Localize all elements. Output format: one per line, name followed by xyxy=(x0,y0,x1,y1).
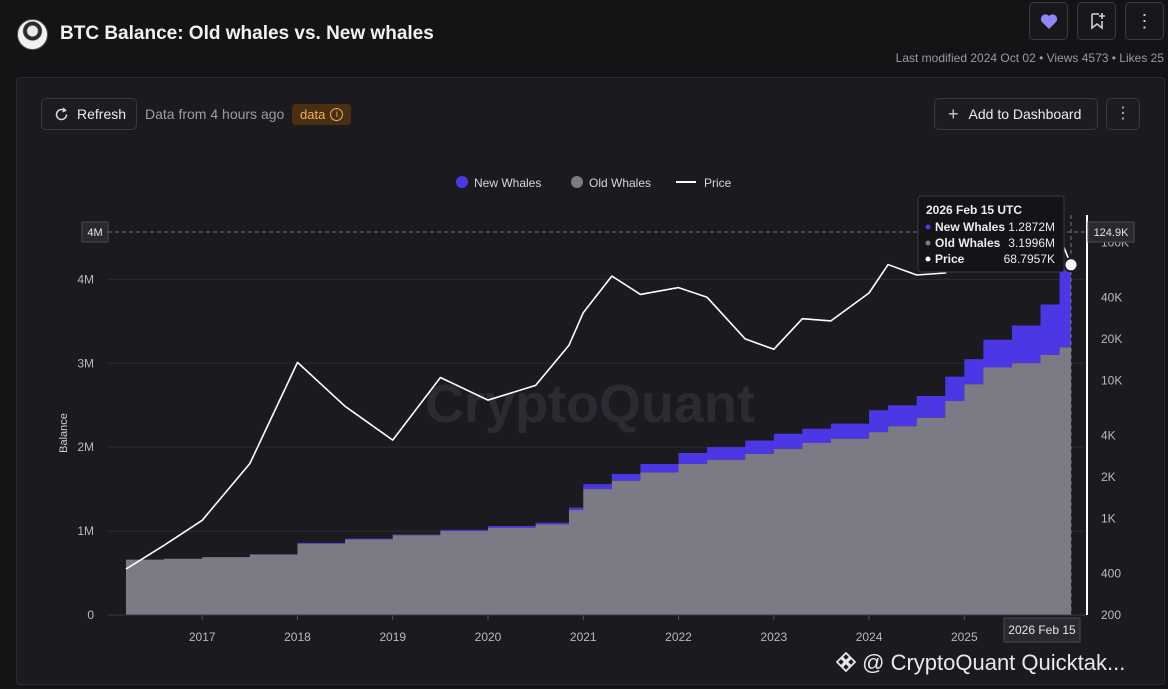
y2-tick-label: 1K xyxy=(1101,512,1116,526)
tooltip-name: Old Whales xyxy=(935,236,1001,250)
y2-tick-label: 2K xyxy=(1101,470,1116,484)
tooltip-dot xyxy=(925,256,931,262)
plus-icon: + xyxy=(948,103,959,124)
y-tick-label: 4M xyxy=(77,272,94,286)
avatar[interactable] xyxy=(17,19,48,50)
y-tick-label: 2M xyxy=(77,440,94,454)
add-to-dashboard-button[interactable]: + Add to Dashboard xyxy=(934,98,1098,130)
y2-tick-label: 4K xyxy=(1101,428,1116,442)
tooltip-title: 2026 Feb 15 UTC xyxy=(926,203,1022,217)
y-tick-label: 0 xyxy=(87,608,94,622)
page-title: BTC Balance: Old whales vs. New whales xyxy=(60,23,434,44)
info-icon: i xyxy=(330,108,344,121)
tooltip-dot xyxy=(925,240,931,246)
bookmark-plus-icon xyxy=(1090,13,1105,30)
crosshair-x-box xyxy=(1003,617,1081,643)
data-badge[interactable]: data i xyxy=(292,104,352,125)
tooltip-box xyxy=(917,195,1065,273)
x-tick-label: 2025 xyxy=(951,630,978,644)
crosshair-y2-box xyxy=(1087,221,1135,243)
metadata-line: Last modified 2024 Oct 02 • Views 4573 •… xyxy=(895,51,1164,65)
legend-swatch-0 xyxy=(456,176,468,188)
crosshair: 4M 124.9K 2026 Feb 15 xyxy=(81,215,1135,643)
refresh-label: Refresh xyxy=(77,106,127,122)
y2-tick-label: 40K xyxy=(1101,290,1122,304)
areas xyxy=(126,238,1071,615)
chart-more-button[interactable]: ⋮ xyxy=(1106,98,1140,130)
area-old-whales xyxy=(126,346,1071,615)
tooltip-dot xyxy=(925,224,931,230)
binance-icon xyxy=(835,651,857,673)
x-tick-label: 2019 xyxy=(379,630,406,644)
bookmark-add-button[interactable] xyxy=(1077,2,1116,40)
watermark: CryptoQuant xyxy=(425,374,755,434)
price-marker xyxy=(1063,257,1079,273)
legend: New Whales Old Whales Price xyxy=(456,176,732,190)
more-options-button[interactable]: ⋮ xyxy=(1125,2,1164,40)
tooltip-value: 68.7957K xyxy=(1004,252,1055,266)
x-tick-label: 2023 xyxy=(760,630,787,644)
x-tick-label: 2024 xyxy=(856,630,883,644)
crosshair-y2-label: 124.9K xyxy=(1094,227,1130,239)
refresh-button[interactable]: Refresh xyxy=(41,98,137,130)
tooltip-name: New Whales xyxy=(935,220,1005,234)
legend-label-2: Price xyxy=(704,176,732,190)
y-tick-label: 3M xyxy=(77,356,94,370)
y2-tick-label: 10K xyxy=(1101,373,1122,387)
y2-tick-label: 20K xyxy=(1101,332,1122,346)
tooltip-name: Price xyxy=(935,252,965,266)
like-button[interactable] xyxy=(1029,2,1068,40)
legend-swatch-1 xyxy=(571,176,583,188)
kebab-icon: ⋮ xyxy=(1115,105,1131,122)
data-freshness: Data from 4 hours ago xyxy=(145,106,285,122)
add-to-dashboard-label: Add to Dashboard xyxy=(968,106,1082,122)
x-tick-label: 2021 xyxy=(570,630,597,644)
data-badge-label: data xyxy=(300,107,326,122)
legend-label-0: New Whales xyxy=(474,176,541,190)
crosshair-y-label: 4M xyxy=(87,227,102,239)
footer-brand: @ CryptoQuant Quicktak... xyxy=(835,650,1126,676)
crosshair-y-box xyxy=(81,221,109,243)
tooltip-value: 1.2872M xyxy=(1008,220,1055,234)
x-tick-label: 2020 xyxy=(475,630,502,644)
x-tick-label: 2017 xyxy=(189,630,216,644)
legend-label-1: Old Whales xyxy=(589,176,651,190)
y2-tick-label: 200 xyxy=(1101,608,1121,622)
footer-brand-label: @ CryptoQuant Quicktak... xyxy=(862,650,1126,675)
y2-tick-label: 400 xyxy=(1101,566,1121,580)
header-bar: BTC Balance: Old whales vs. New whales ⋮… xyxy=(0,0,1168,72)
x-tick-label: 2022 xyxy=(665,630,692,644)
heart-icon xyxy=(1040,13,1057,29)
crosshair-x-label: 2026 Feb 15 xyxy=(1008,623,1076,637)
y-axis-label: Balance xyxy=(58,413,70,453)
x-tick-label: 2018 xyxy=(284,630,311,644)
tooltip: 2026 Feb 15 UTC New Whales 1.2872M Old Whal… xyxy=(917,195,1065,273)
tooltip-value: 3.1996M xyxy=(1008,236,1055,250)
refresh-icon xyxy=(55,107,68,120)
kebab-icon: ⋮ xyxy=(1135,10,1154,31)
y-tick-label: 1M xyxy=(77,524,94,538)
